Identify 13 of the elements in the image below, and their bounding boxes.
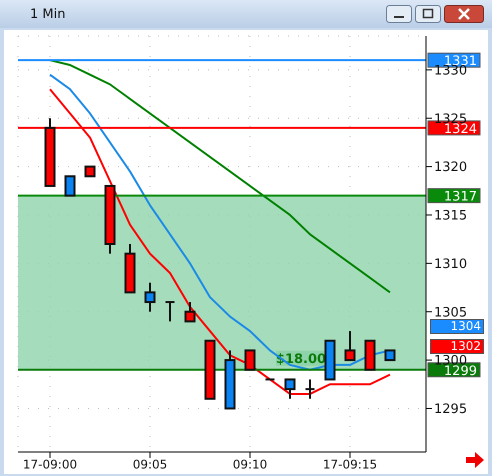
chart-title: 1 Min: [30, 6, 66, 22]
x-tick-label: 09:05: [132, 458, 168, 472]
text: 1302: [430, 339, 484, 354]
ref-line-label: 1317: [444, 190, 477, 205]
y-tick-label: 1320: [434, 160, 468, 176]
y-tick-label: 1310: [434, 256, 468, 272]
y-tick-label: 1295: [434, 402, 468, 418]
text: 1304: [430, 319, 484, 334]
x-tick-label: 09:10: [232, 458, 268, 472]
x-tick-label: 17-09:15: [322, 458, 378, 472]
y-tick-label: 1315: [434, 208, 468, 224]
x-tick-label: 17-09:00: [22, 458, 78, 472]
y-tick-label: 1305: [434, 305, 468, 320]
